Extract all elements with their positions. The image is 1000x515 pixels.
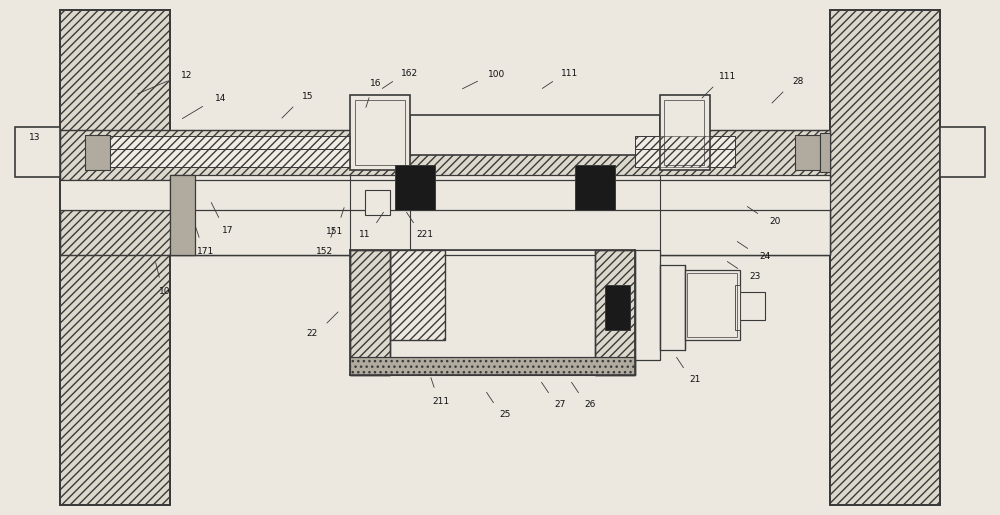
- Bar: [664, 100, 704, 165]
- Text: 12: 12: [181, 71, 192, 80]
- Text: 24: 24: [759, 252, 771, 261]
- Bar: [395, 165, 435, 210]
- Text: 11: 11: [359, 231, 371, 239]
- Bar: [735, 285, 740, 330]
- Text: 16: 16: [370, 79, 381, 88]
- Bar: [110, 136, 350, 149]
- Bar: [60, 210, 830, 255]
- Bar: [830, 10, 940, 505]
- Bar: [60, 130, 830, 180]
- Bar: [605, 285, 630, 330]
- Text: 27: 27: [554, 401, 566, 409]
- Bar: [170, 175, 195, 255]
- Bar: [595, 250, 635, 375]
- Bar: [390, 250, 595, 357]
- Bar: [660, 265, 685, 350]
- Bar: [595, 250, 635, 375]
- Text: 221: 221: [416, 231, 433, 239]
- Bar: [355, 100, 405, 165]
- Bar: [687, 273, 737, 337]
- Bar: [390, 250, 445, 340]
- Bar: [410, 115, 660, 155]
- Bar: [350, 357, 635, 375]
- Text: 100: 100: [487, 70, 505, 79]
- Bar: [820, 133, 830, 172]
- Text: 20: 20: [769, 217, 781, 226]
- Bar: [350, 357, 635, 375]
- Bar: [60, 210, 830, 255]
- Bar: [635, 136, 735, 149]
- Bar: [60, 180, 830, 210]
- Bar: [110, 149, 350, 167]
- Text: 10: 10: [159, 287, 170, 296]
- Text: 15: 15: [302, 92, 313, 101]
- Bar: [365, 190, 390, 215]
- Text: 151: 151: [326, 227, 343, 236]
- Bar: [635, 149, 735, 167]
- Bar: [795, 135, 820, 170]
- Bar: [635, 250, 660, 360]
- Text: 23: 23: [749, 272, 761, 281]
- Text: 14: 14: [215, 94, 226, 104]
- Text: 152: 152: [316, 247, 333, 256]
- Text: 21: 21: [689, 375, 701, 385]
- Bar: [350, 95, 410, 170]
- Text: 111: 111: [561, 69, 579, 78]
- Bar: [110, 136, 350, 149]
- Text: 22: 22: [307, 329, 318, 338]
- Text: 26: 26: [584, 401, 596, 409]
- Bar: [635, 149, 735, 167]
- Bar: [635, 136, 735, 149]
- Bar: [60, 10, 170, 505]
- Bar: [390, 250, 445, 340]
- Bar: [350, 250, 390, 375]
- Bar: [85, 135, 110, 170]
- Bar: [830, 10, 940, 505]
- Text: 162: 162: [401, 69, 419, 78]
- Text: 17: 17: [222, 226, 234, 235]
- Bar: [575, 165, 615, 210]
- Text: 171: 171: [197, 247, 214, 256]
- Bar: [110, 149, 350, 167]
- Text: 25: 25: [499, 410, 511, 420]
- Text: 13: 13: [29, 133, 41, 143]
- Bar: [170, 175, 830, 255]
- Bar: [740, 292, 765, 320]
- Bar: [350, 250, 390, 375]
- Text: 211: 211: [432, 397, 449, 406]
- Bar: [60, 130, 830, 180]
- Text: 28: 28: [792, 77, 803, 86]
- Bar: [60, 10, 170, 505]
- Bar: [940, 127, 985, 177]
- Bar: [660, 95, 710, 170]
- Text: 111: 111: [719, 72, 736, 81]
- Bar: [685, 270, 740, 340]
- Bar: [15, 127, 60, 177]
